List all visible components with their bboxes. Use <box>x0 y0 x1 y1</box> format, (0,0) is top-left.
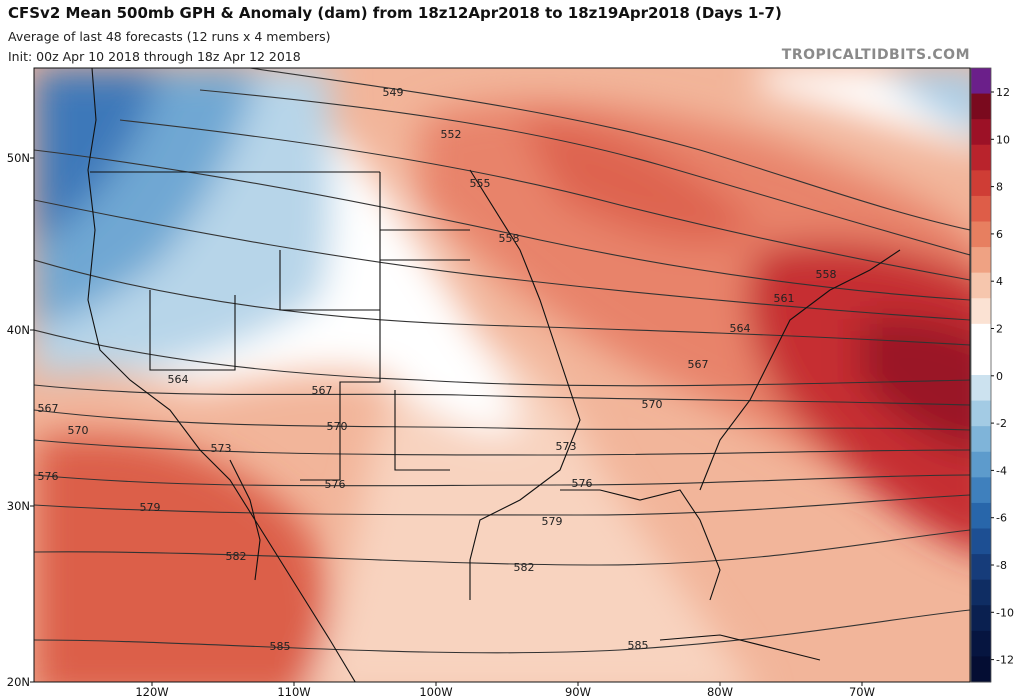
colorbar-segment <box>971 426 991 453</box>
longitude-label: 70W <box>849 685 875 699</box>
colorbar-tick-label: 0 <box>996 370 1003 383</box>
contour-label: 573 <box>211 442 232 455</box>
colorbar-segment <box>971 144 991 171</box>
gph-contour-line <box>34 474 970 487</box>
colorbar-segment <box>971 93 991 120</box>
colorbar-segment <box>971 68 991 95</box>
colorbar-tick-label: 8 <box>996 181 1003 194</box>
contour-label: 570 <box>642 398 663 411</box>
contour-label: 567 <box>312 384 333 397</box>
colorbar-tick-label: -4 <box>996 464 1007 477</box>
gph-contour-line <box>119 119 970 281</box>
contour-label: 582 <box>514 561 535 574</box>
boundaries <box>87 68 901 682</box>
contour-labels: 549 552 555 558 558 561 564 564 567 567 567 570 570 5… <box>38 86 837 653</box>
colorbar <box>970 67 992 683</box>
gph-contour-line <box>199 89 970 256</box>
contour-label: 567 <box>38 402 59 415</box>
colorbar-tick-label: 2 <box>996 323 1003 336</box>
brand-watermark: TROPICALTIDBITS.COM <box>781 47 970 63</box>
contour-label: 576 <box>38 470 59 483</box>
anomaly-field <box>34 68 970 682</box>
colorbar-segment <box>971 375 991 402</box>
gph-contour-line <box>34 609 970 654</box>
map-title: CFSv2 Mean 500mb GPH & Anomaly (dam) fro… <box>8 4 782 22</box>
colorbar-segment <box>971 170 991 197</box>
contour-label: 558 <box>499 232 520 245</box>
contour-label: 561 <box>774 292 795 305</box>
contour-label: 585 <box>270 640 291 653</box>
longitude-label: 90W <box>565 685 591 699</box>
map-subtitle: Average of last 48 forecasts (12 runs x … <box>8 29 331 44</box>
longitude-label: 110W <box>277 685 310 699</box>
contour-label: 555 <box>470 177 491 190</box>
colorbar-segment <box>971 247 991 274</box>
gph-contour-line <box>34 439 970 456</box>
contour-label: 585 <box>628 639 649 652</box>
latitude-labels: 50N 40N 30N 20N <box>7 151 34 689</box>
gph-contour-line <box>34 494 970 516</box>
colorbar-tick-label: -12 <box>996 654 1014 667</box>
contour-label: 576 <box>325 478 346 491</box>
contour-label: 570 <box>68 424 89 437</box>
colorbar-ticks: 12 10 8 6 4 2 0 -2 -4 -6 -8 -10 -12 <box>991 86 1014 667</box>
contour-label: 552 <box>441 128 462 141</box>
contour-label: 579 <box>140 501 161 514</box>
contour-label: 549 <box>383 86 404 99</box>
longitude-label: 120W <box>135 685 168 699</box>
colorbar-segment <box>971 451 991 478</box>
gph-contour-line <box>34 384 970 406</box>
contour-label: 567 <box>688 358 709 371</box>
colorbar-segment <box>971 298 991 325</box>
colorbar-segment <box>971 477 991 504</box>
header: CFSv2 Mean 500mb GPH & Anomaly (dam) fro… <box>0 0 1024 66</box>
colorbar-tick-label: -8 <box>996 559 1007 572</box>
colorbar-tick-label: 4 <box>996 275 1003 288</box>
colorbar-segment <box>971 119 991 146</box>
latitude-label: 40N <box>7 323 30 337</box>
init-info: Init: 00z Apr 10 2018 through 18z Apr 12… <box>8 49 301 64</box>
colorbar-segment <box>971 656 991 683</box>
contour-label: 570 <box>327 420 348 433</box>
colorbar-segment <box>971 323 991 350</box>
gph-contour-line <box>34 529 970 566</box>
colorbar-tick-label: -10 <box>996 606 1014 619</box>
colorbar-segment <box>971 579 991 606</box>
colorbar-tick-label: 6 <box>996 228 1003 241</box>
longitude-labels: 120W 110W 100W 90W 80W 70W <box>135 682 875 699</box>
colorbar-tick-label: 10 <box>996 133 1010 146</box>
gph-contour-line <box>34 409 970 431</box>
map-frame <box>33 67 971 683</box>
gph-contour-line <box>34 199 970 321</box>
contour-label: 576 <box>572 477 593 490</box>
colorbar-tick-label: 12 <box>996 86 1010 99</box>
colorbar-segment <box>971 195 991 222</box>
colorbar-segment <box>971 630 991 657</box>
colorbar-segment <box>971 605 991 632</box>
longitude-label: 100W <box>419 685 452 699</box>
contour-label: 564 <box>730 322 751 335</box>
contour-label: 558 <box>816 268 837 281</box>
colorbar-segment <box>971 502 991 529</box>
colorbar-tick-label: -6 <box>996 512 1007 525</box>
contour-label: 582 <box>226 550 247 563</box>
gph-contour-line <box>249 68 970 231</box>
colorbar-segment <box>971 349 991 376</box>
colorbar-segment <box>971 554 991 581</box>
latitude-label: 30N <box>7 499 30 513</box>
colorbar-segment <box>971 272 991 299</box>
longitude-label: 80W <box>707 685 733 699</box>
gph-contour-line <box>34 329 970 387</box>
contour-label: 573 <box>556 440 577 453</box>
latitude-label: 20N <box>7 675 30 689</box>
contour-label: 564 <box>168 373 189 386</box>
colorbar-segment <box>971 221 991 248</box>
colorbar-segment <box>971 528 991 555</box>
contour-label: 579 <box>542 515 563 528</box>
colorbar-tick-label: -2 <box>996 417 1007 430</box>
gph-contour-line <box>34 259 970 346</box>
latitude-label: 50N <box>7 151 30 165</box>
colorbar-segment <box>971 400 991 427</box>
